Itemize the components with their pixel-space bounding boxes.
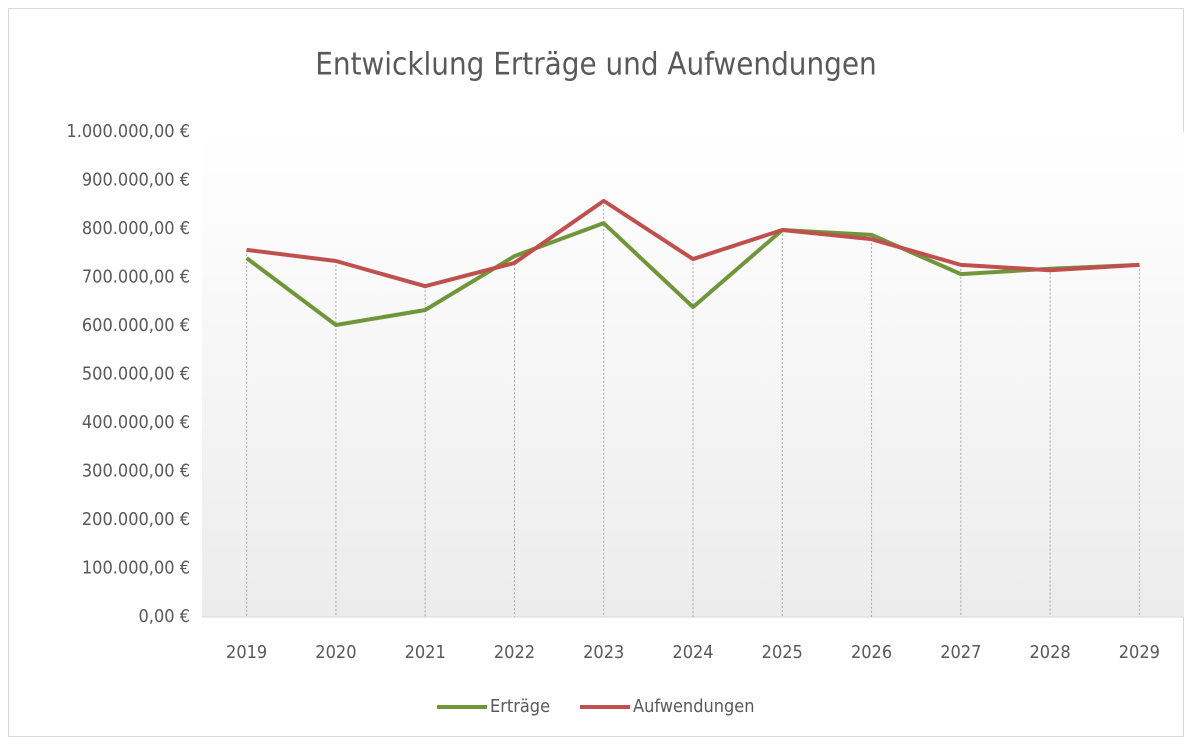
- y-tick-label: 1.000.000,00 €: [66, 121, 190, 142]
- x-tick-label: 2020: [315, 642, 356, 663]
- y-tick-label: 400.000,00 €: [82, 412, 190, 433]
- y-tick-label: 0,00 €: [139, 606, 191, 627]
- y-tick-label: 900.000,00 €: [82, 170, 190, 191]
- x-tick-label: 2025: [762, 642, 803, 663]
- y-tick-label: 700.000,00 €: [82, 267, 190, 288]
- x-tick-label: 2019: [226, 642, 267, 663]
- y-tick-label: 600.000,00 €: [82, 315, 190, 336]
- legend-label: Erträge: [490, 696, 550, 717]
- y-tick-label: 800.000,00 €: [82, 218, 190, 239]
- chart-title: Entwicklung Erträge und Aufwendungen: [315, 47, 876, 83]
- legend-label: Aufwendungen: [633, 696, 755, 717]
- series-line: [245, 221, 1140, 328]
- x-tick-label: 2023: [583, 642, 624, 663]
- x-tick-label: 2029: [1119, 642, 1160, 663]
- y-tick-label: 100.000,00 €: [82, 558, 190, 579]
- x-tick-label: 2027: [940, 642, 981, 663]
- x-tick-label: 2024: [672, 642, 713, 663]
- x-tick-label: 2028: [1029, 642, 1070, 663]
- x-tick-label: 2026: [851, 642, 892, 663]
- series-line: [246, 198, 1140, 289]
- y-tick-label: 200.000,00 €: [82, 509, 190, 530]
- x-tick-label: 2021: [405, 642, 446, 663]
- y-tick-label: 300.000,00 €: [82, 461, 190, 482]
- y-tick-label: 500.000,00 €: [82, 364, 190, 385]
- x-tick-label: 2022: [494, 642, 535, 663]
